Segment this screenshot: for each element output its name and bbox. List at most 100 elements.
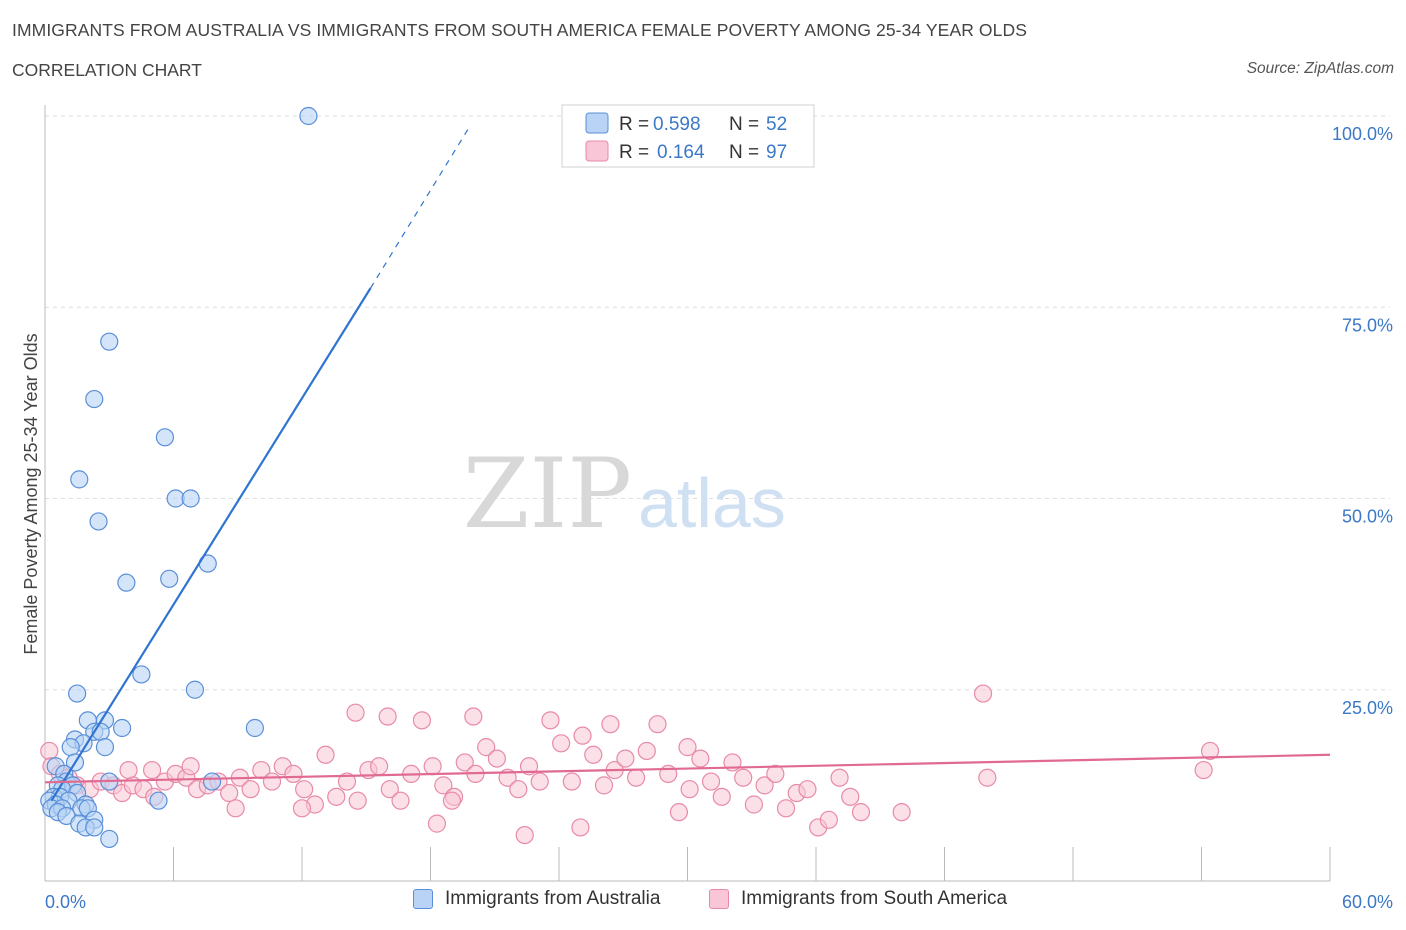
point-south-america (680, 780, 699, 799)
point-south-america (701, 772, 721, 791)
point-south-america (327, 787, 346, 806)
point-south-america (241, 780, 260, 799)
legend-item-south-america[interactable]: Immigrants from South America (709, 888, 1007, 910)
point-south-america (616, 749, 635, 768)
point-south-america (573, 726, 592, 745)
point-south-america (734, 768, 753, 787)
point-south-america (427, 814, 447, 833)
stats-n-label: N = (729, 114, 759, 135)
point-south-america (562, 772, 581, 791)
point-south-america (423, 757, 442, 776)
point-south-america (346, 703, 365, 722)
point-australia (89, 512, 108, 531)
point-south-america (601, 715, 620, 734)
point-australia (185, 680, 205, 699)
legend-label-south-america: Immigrants from South America (741, 888, 1008, 909)
point-south-america (348, 791, 367, 810)
point-south-america (181, 757, 200, 776)
series-south-america-points (40, 684, 1220, 845)
point-australia (85, 818, 104, 837)
x-tick-label: 60.0% (1342, 892, 1393, 912)
point-australia (100, 332, 119, 351)
point-australia (70, 470, 89, 489)
point-south-america (412, 711, 432, 730)
point-south-america (142, 760, 162, 780)
point-south-america (744, 795, 763, 814)
point-south-america (515, 825, 534, 845)
stats-box: R = 0.598 N = 52 R = 0.164 N = 97 (561, 104, 815, 168)
y-tick-label: 50.0% (1342, 507, 1393, 527)
stats-n-label: N = (729, 142, 759, 163)
point-australia (132, 665, 151, 684)
point-australia (95, 738, 115, 757)
point-south-america (262, 772, 282, 791)
point-south-america (370, 757, 389, 776)
point-south-america (378, 707, 397, 726)
point-south-america (637, 741, 656, 761)
y-tick-label: 25.0% (1342, 698, 1393, 718)
point-south-america (455, 753, 474, 772)
y-tick-label: 75.0% (1342, 315, 1393, 335)
watermark-zip: ZIP (463, 438, 632, 550)
point-australia (68, 684, 87, 703)
point-south-america (584, 745, 603, 764)
stats-swatch-australia (585, 112, 609, 134)
stats-r-label: R = (619, 114, 649, 135)
stats-n-value-south-america: 97 (766, 142, 787, 163)
point-south-america (798, 780, 817, 799)
point-south-america (841, 787, 860, 806)
stats-n-value-australia: 52 (766, 114, 787, 135)
point-south-america (380, 780, 399, 799)
source-label: Source: ZipAtlas.com (1246, 60, 1394, 77)
point-south-america (978, 768, 997, 787)
point-australia (155, 428, 175, 447)
point-south-america (284, 764, 303, 784)
watermark-atlas: atlas (638, 464, 786, 542)
legend-swatch-south-america (709, 889, 729, 909)
point-south-america (292, 799, 312, 818)
point-australia (112, 718, 132, 738)
point-south-america (337, 772, 357, 791)
point-south-america (434, 776, 453, 795)
legend-item-australia[interactable]: Immigrants from Australia (413, 888, 660, 910)
point-south-america (678, 738, 697, 757)
point-australia (149, 791, 168, 810)
point-australia (245, 718, 264, 738)
trend-line-south-america (44, 753, 1331, 784)
chart-subtitle: CORRELATION CHART (12, 60, 202, 80)
point-south-america (691, 749, 710, 768)
point-south-america (487, 749, 506, 768)
point-south-america (509, 780, 528, 799)
point-south-america (40, 741, 59, 761)
point-south-america (477, 738, 496, 757)
point-south-america (1194, 760, 1213, 780)
point-south-america (391, 791, 410, 810)
point-south-america (571, 818, 590, 837)
y-tick-label: 100.0% (1332, 124, 1393, 144)
point-australia (85, 389, 104, 409)
x-tick-label: 0.0% (45, 892, 86, 912)
point-south-america (776, 799, 796, 818)
point-south-america (766, 764, 785, 784)
chart-title: IMMIGRANTS FROM AUSTRALIA VS IMMIGRANTS … (12, 20, 1027, 40)
stats-swatch-south-america (585, 140, 609, 162)
point-south-america (669, 803, 689, 822)
point-australia (117, 573, 136, 592)
point-south-america (648, 715, 667, 734)
stats-r-value-south-america: 0.164 (657, 142, 705, 163)
gridlines (45, 115, 1390, 691)
legend-swatch-australia (413, 889, 433, 909)
point-south-america (519, 757, 539, 776)
point-south-america (594, 776, 614, 795)
point-south-america (626, 768, 646, 787)
point-south-america (226, 799, 245, 818)
y-axis-label: Female Poverty Among 25-34 Year Olds (21, 333, 41, 654)
point-south-america (973, 684, 993, 703)
point-south-america (316, 745, 335, 764)
point-australia (202, 772, 222, 791)
axis-ticks: 25.0% 50.0% 75.0% 100.0% 0.0% 60.0% (45, 124, 1393, 912)
point-south-america (712, 787, 731, 806)
trend-line-australia-extension (370, 127, 470, 289)
point-south-america (755, 776, 774, 795)
